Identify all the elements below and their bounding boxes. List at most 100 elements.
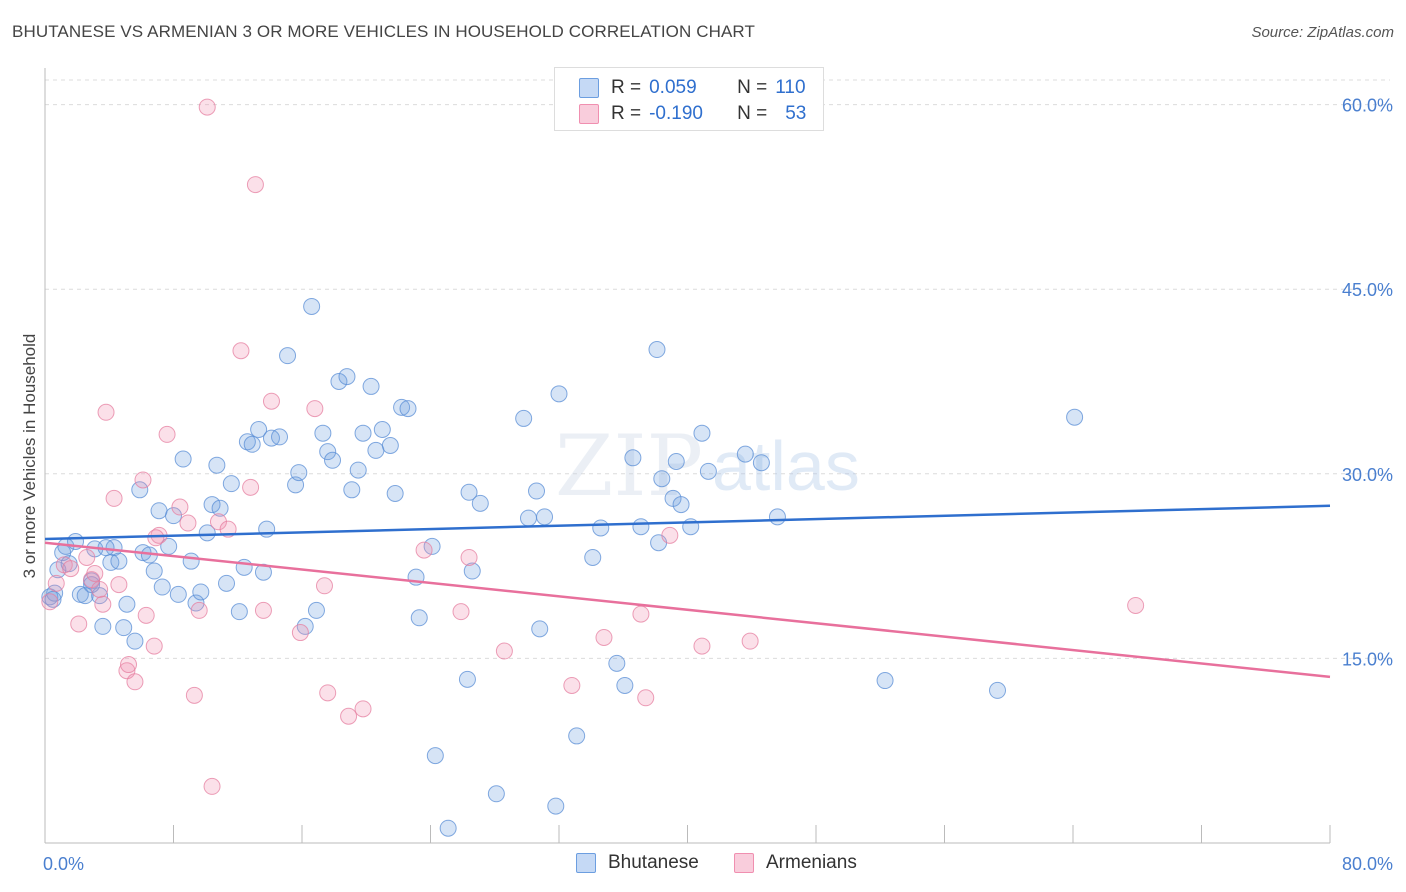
r-label: R = bbox=[611, 103, 642, 124]
series-legend: Bhutanese Armenians bbox=[0, 852, 1406, 878]
data-point bbox=[262, 392, 280, 410]
data-point bbox=[324, 451, 342, 469]
data-point bbox=[399, 400, 417, 418]
data-point bbox=[105, 489, 123, 507]
data-point bbox=[83, 576, 101, 594]
data-point bbox=[314, 424, 332, 442]
data-point bbox=[279, 347, 297, 365]
data-point bbox=[94, 595, 112, 613]
data-point bbox=[192, 583, 210, 601]
bhutanese-swatch bbox=[579, 78, 599, 98]
legend-item-bhutanese[interactable]: Bhutanese bbox=[576, 852, 699, 874]
data-point bbox=[386, 484, 404, 502]
armenians-swatch bbox=[734, 853, 754, 873]
data-point bbox=[203, 496, 221, 514]
data-point bbox=[86, 564, 104, 582]
data-point bbox=[120, 656, 138, 674]
data-point bbox=[238, 433, 256, 451]
data-point bbox=[699, 462, 717, 480]
data-point bbox=[243, 435, 261, 453]
data-point bbox=[271, 428, 289, 446]
data-point bbox=[291, 624, 309, 642]
data-point bbox=[254, 601, 272, 619]
data-point bbox=[319, 684, 337, 702]
data-point bbox=[471, 494, 489, 512]
data-point bbox=[190, 601, 208, 619]
data-point bbox=[303, 297, 321, 315]
data-point bbox=[495, 642, 513, 660]
trend-line-bhutanese bbox=[44, 504, 1331, 541]
data-point bbox=[76, 587, 94, 605]
data-point bbox=[110, 576, 128, 594]
data-point bbox=[137, 606, 155, 624]
data-point bbox=[410, 609, 428, 627]
data-point bbox=[153, 578, 171, 596]
data-point bbox=[487, 785, 505, 803]
legend-label: Armenians bbox=[766, 852, 857, 873]
x-tick-label: 0.0% bbox=[43, 854, 84, 874]
stats-row-armenians: R = -0.190 N = 53 bbox=[579, 102, 806, 126]
data-point bbox=[330, 373, 348, 391]
r-label: R = bbox=[611, 77, 642, 98]
data-point bbox=[632, 605, 650, 623]
legend-item-armenians[interactable]: Armenians bbox=[734, 852, 857, 874]
y-tick-label: 60.0% bbox=[1342, 96, 1393, 116]
bhutanese-swatch bbox=[576, 853, 596, 873]
data-point bbox=[44, 590, 62, 608]
data-point bbox=[768, 508, 786, 526]
data-point bbox=[115, 619, 133, 637]
r-value: -0.190 bbox=[649, 103, 703, 124]
data-point bbox=[563, 676, 581, 694]
data-point bbox=[460, 548, 478, 566]
data-point bbox=[198, 524, 216, 542]
data-point bbox=[519, 509, 537, 527]
data-point bbox=[315, 577, 333, 595]
data-point bbox=[547, 797, 565, 815]
data-point bbox=[198, 98, 216, 116]
data-point bbox=[632, 518, 650, 536]
data-point bbox=[528, 482, 546, 500]
data-point bbox=[367, 441, 385, 459]
data-point bbox=[1066, 408, 1084, 426]
data-point bbox=[381, 437, 399, 455]
watermark: ZIP atlas bbox=[555, 417, 860, 515]
data-points bbox=[41, 98, 1145, 837]
source-credit: Source: ZipAtlas.com bbox=[1251, 24, 1394, 41]
data-point bbox=[306, 400, 324, 418]
data-point bbox=[661, 526, 679, 544]
data-point bbox=[165, 507, 182, 525]
data-point bbox=[338, 368, 356, 386]
data-point bbox=[415, 541, 433, 559]
data-point bbox=[393, 398, 411, 416]
data-point bbox=[41, 593, 59, 611]
data-point bbox=[145, 637, 163, 655]
data-point bbox=[989, 681, 1007, 699]
data-point bbox=[616, 676, 634, 694]
n-label: N = bbox=[737, 103, 768, 124]
data-point bbox=[439, 819, 457, 837]
data-point bbox=[373, 421, 391, 439]
data-point bbox=[110, 552, 128, 570]
data-point bbox=[150, 502, 168, 520]
data-point bbox=[182, 552, 200, 570]
data-point bbox=[126, 632, 144, 650]
data-point bbox=[736, 445, 754, 463]
data-point bbox=[70, 615, 88, 633]
y-tick-label: 45.0% bbox=[1342, 280, 1393, 300]
data-point bbox=[693, 424, 711, 442]
data-point bbox=[536, 508, 554, 526]
data-point bbox=[208, 456, 226, 474]
x-tick-label: 80.0% bbox=[1342, 854, 1393, 874]
data-point bbox=[230, 603, 248, 621]
data-point bbox=[608, 654, 626, 672]
data-point bbox=[1127, 596, 1145, 614]
data-point bbox=[47, 574, 65, 592]
data-point bbox=[319, 443, 337, 461]
stats-legend: R = 0.059 N = 110 R = -0.190 N = 53 bbox=[554, 67, 824, 131]
data-point bbox=[94, 617, 112, 635]
tick-labels: 15.0% 30.0% 45.0% 60.0% 0.0% 80.0% bbox=[43, 96, 1393, 874]
y-tick-label: 15.0% bbox=[1342, 649, 1393, 669]
data-point bbox=[515, 409, 533, 427]
data-point bbox=[246, 176, 264, 194]
